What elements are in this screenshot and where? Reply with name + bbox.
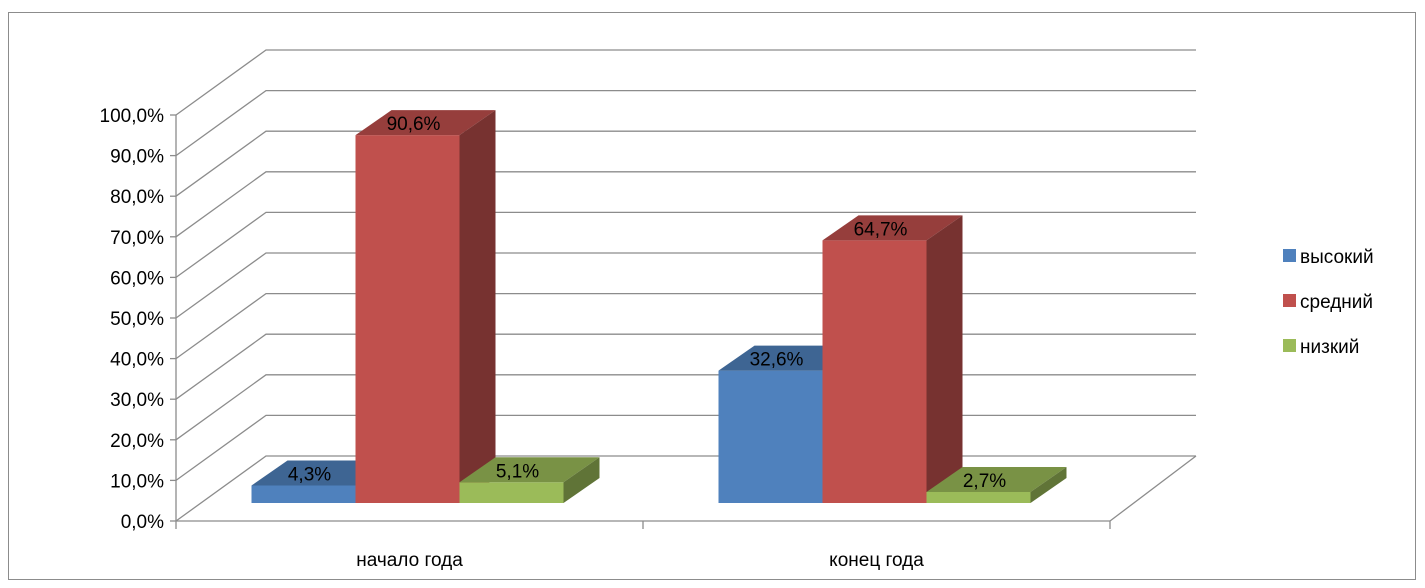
legend-label: высокий (1300, 247, 1374, 268)
bar (926, 467, 1067, 503)
legend-item: средний (1283, 292, 1373, 313)
y-tick-label: 70,0% (110, 228, 164, 249)
x-category-label: начало года (356, 550, 463, 571)
y-tick-label: 100,0% (100, 106, 165, 127)
bar-front (251, 485, 356, 503)
bar (355, 110, 496, 503)
bar-side (1030, 467, 1067, 503)
data-label: 2,7% (963, 471, 1006, 492)
gridline (175, 292, 1196, 360)
bar (459, 457, 600, 503)
legend-item: высокий (1283, 247, 1374, 268)
gridline (175, 89, 1196, 157)
data-labels: 4,3% 90,6% 5,1% 32,6% 64,7% 2,7% (288, 114, 1006, 492)
bar-top (459, 457, 600, 483)
data-label: 32,6% (750, 350, 804, 371)
bar-top (822, 215, 963, 241)
data-label: 5,1% (496, 461, 539, 482)
bar-front (718, 370, 823, 503)
chart-walls (1109, 455, 1197, 522)
floor-edge (1109, 455, 1197, 522)
bar-front (355, 135, 460, 503)
y-tick-label: 60,0% (110, 268, 164, 289)
x-category-label: конец года (829, 550, 924, 571)
y-tick-label: 10,0% (110, 471, 164, 492)
legend: высокий средний низкий (1283, 247, 1374, 358)
axes (170, 114, 1111, 529)
legend-label: низкий (1300, 337, 1359, 358)
legend-item: низкий (1283, 337, 1359, 358)
gridline (175, 333, 1196, 400)
gridline (175, 49, 1196, 116)
y-tick-label: 30,0% (110, 390, 164, 411)
y-tick-label: 0,0% (121, 512, 164, 533)
gridline (175, 374, 1196, 441)
data-label: 4,3% (288, 465, 331, 486)
gridlines (175, 49, 1196, 522)
legend-swatch (1283, 249, 1296, 262)
bar-top (926, 467, 1067, 493)
y-tick-label: 50,0% (110, 309, 164, 330)
gridline (175, 211, 1196, 278)
y-tick-label: 90,0% (110, 147, 164, 168)
bars (251, 110, 1067, 503)
bar-front (926, 492, 1031, 503)
data-label: 64,7% (854, 219, 908, 240)
bar-front (459, 482, 564, 503)
gridline (175, 130, 1196, 197)
legend-label: средний (1300, 292, 1373, 313)
legend-swatch (1283, 294, 1296, 307)
y-tick-label: 40,0% (110, 350, 164, 371)
gridline (175, 171, 1196, 238)
gridline (175, 252, 1196, 319)
legend-swatch (1283, 339, 1296, 352)
y-tick-label: 20,0% (110, 431, 164, 452)
bar-front (822, 240, 927, 503)
x-axis-category-labels: начало года конец года (356, 550, 924, 571)
bar-side (459, 110, 496, 503)
bar-side (926, 215, 963, 503)
y-axis-tick-labels: 0,0% 10,0% 20,0% 30,0% 40,0% 50,0% 60,0% 70,0% 8… (100, 106, 165, 533)
bar (822, 215, 963, 503)
y-tick-label: 80,0% (110, 187, 164, 208)
bar-side (563, 457, 600, 503)
data-label: 90,6% (387, 114, 441, 135)
bar-top (355, 110, 496, 136)
